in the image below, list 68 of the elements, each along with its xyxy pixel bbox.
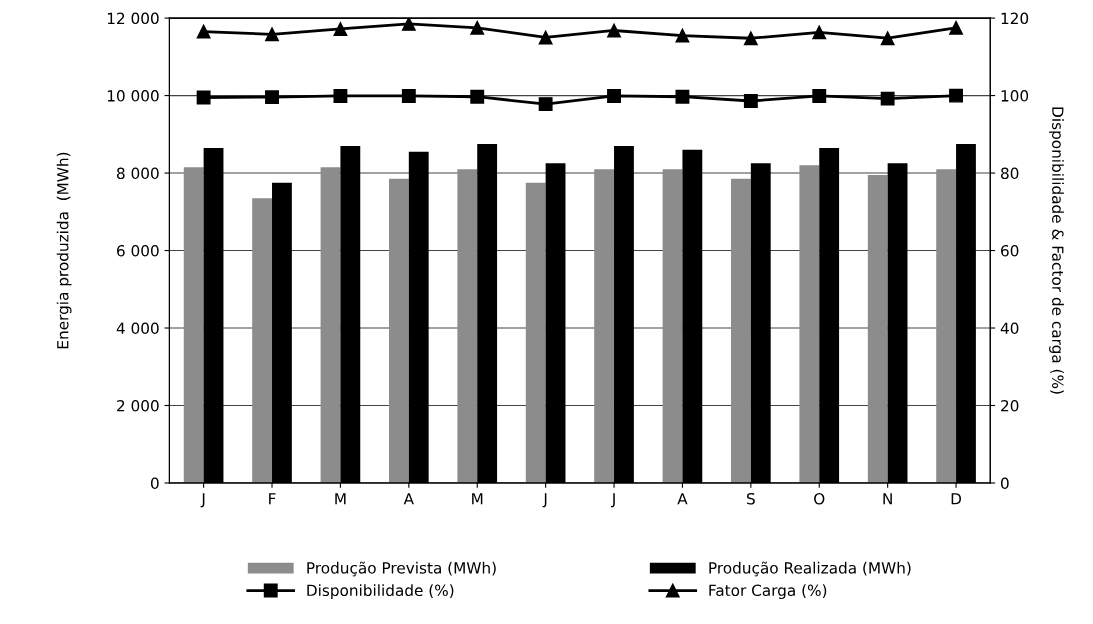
point bbox=[401, 89, 416, 103]
y2-tick-label: 0 bbox=[1000, 477, 1009, 489]
bar bbox=[183, 167, 204, 483]
point bbox=[401, 18, 416, 31]
point bbox=[949, 20, 964, 35]
y2-tick-label: 20 bbox=[1001, 399, 1019, 412]
legend-label: Produção Realizada (MWh) bbox=[709, 561, 911, 577]
bar bbox=[731, 178, 751, 483]
x-tick-label: D bbox=[951, 493, 962, 505]
point bbox=[607, 23, 621, 38]
bar bbox=[525, 182, 546, 483]
x-tick-label: J bbox=[200, 493, 205, 508]
x-tick-label: S bbox=[747, 492, 755, 505]
legend-label: Produção Prevista (MWh) bbox=[307, 561, 496, 577]
y2-tick-label: 60 bbox=[1001, 245, 1019, 257]
x-tick-label: A bbox=[677, 493, 688, 505]
y-axis-title: Energia produzida (MWh) bbox=[56, 152, 72, 349]
x-tick-label: M bbox=[335, 493, 346, 505]
point bbox=[333, 89, 348, 103]
x-tick-label: F bbox=[269, 493, 276, 505]
y-tick-label: 2 000 bbox=[117, 399, 159, 412]
point bbox=[196, 90, 211, 105]
bar bbox=[252, 198, 273, 483]
point bbox=[538, 97, 553, 112]
point bbox=[812, 89, 827, 103]
y2-tick-label: 40 bbox=[1000, 322, 1019, 335]
bar bbox=[799, 165, 820, 483]
legend-label: Disponibilidade (%) bbox=[307, 584, 454, 600]
y2-tick-label: 80 bbox=[1001, 167, 1019, 180]
point bbox=[265, 27, 279, 42]
point bbox=[743, 94, 758, 108]
point bbox=[880, 31, 895, 46]
y-tick-label: 6 000 bbox=[117, 245, 159, 257]
x-tick-label: J bbox=[610, 493, 615, 508]
y2-tick-label: 120 bbox=[1001, 12, 1029, 25]
point bbox=[470, 20, 485, 35]
point bbox=[607, 89, 621, 103]
bar bbox=[867, 174, 888, 483]
y-tick-label: 4 000 bbox=[116, 322, 159, 335]
x-tick-label: A bbox=[403, 493, 414, 505]
x-tick-label: O bbox=[814, 492, 825, 505]
point bbox=[880, 91, 895, 106]
legend-label: Fator Carga (%) bbox=[709, 584, 827, 600]
point bbox=[949, 88, 964, 103]
bar bbox=[662, 169, 683, 483]
y-tick-label: 8 000 bbox=[116, 167, 159, 180]
x-tick-label: M bbox=[472, 493, 483, 505]
y-tick-label: 0 bbox=[150, 477, 159, 489]
y-tick-label: 10 000 bbox=[107, 90, 159, 102]
point bbox=[333, 21, 348, 36]
bar bbox=[594, 169, 615, 483]
y2-axis-title: Disponibilidade & Factor de carga (%) bbox=[1049, 107, 1064, 394]
point bbox=[538, 30, 553, 45]
point bbox=[675, 28, 690, 43]
y2-tick-label: 100 bbox=[1001, 90, 1029, 102]
x-tick-label: J bbox=[542, 493, 547, 508]
point bbox=[196, 24, 211, 39]
point bbox=[265, 90, 279, 105]
bar bbox=[457, 169, 478, 483]
bar bbox=[936, 169, 957, 483]
point bbox=[675, 89, 690, 104]
bar bbox=[388, 178, 409, 483]
point bbox=[470, 89, 485, 104]
x-tick-label: N bbox=[883, 493, 892, 505]
point bbox=[743, 31, 758, 46]
bar bbox=[320, 167, 341, 483]
y-tick-label: 12 000 bbox=[107, 12, 159, 25]
point bbox=[812, 25, 827, 40]
